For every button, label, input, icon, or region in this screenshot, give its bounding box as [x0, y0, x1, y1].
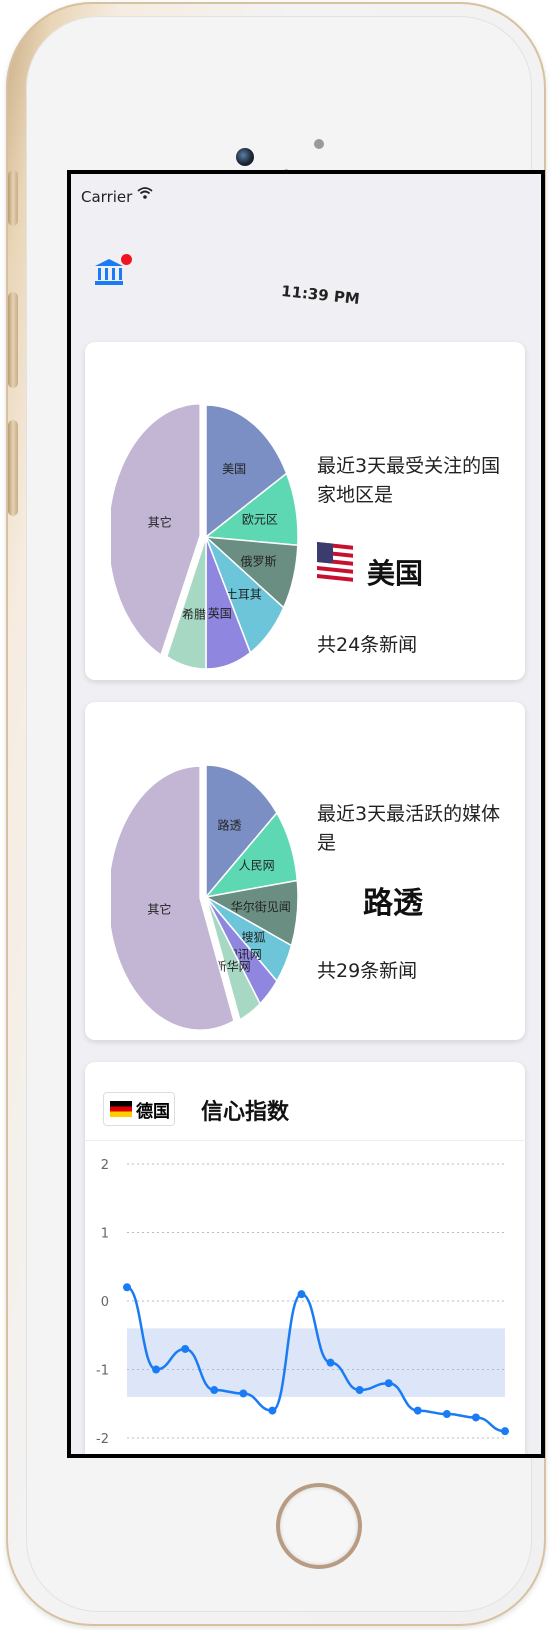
data-point[interactable]	[413, 1406, 422, 1415]
top-media-value: 路透	[363, 886, 423, 921]
data-point[interactable]	[210, 1386, 219, 1395]
data-point[interactable]	[442, 1410, 451, 1419]
media-card-title: 最近3天最活跃的媒体是	[317, 803, 501, 854]
pie1-label: 其它	[148, 515, 172, 530]
y-tick-label: 0	[101, 1295, 109, 1310]
data-point[interactable]	[123, 1283, 131, 1292]
carrier-label: Carrier	[81, 188, 133, 206]
pie2-label: 搜狐	[242, 929, 266, 944]
pie1-label: 欧元区	[242, 513, 278, 527]
wifi-icon	[137, 187, 153, 199]
bank-icon[interactable]	[93, 256, 125, 288]
pie2-label: 其它	[147, 901, 171, 916]
pie1-label: 俄罗斯	[240, 554, 276, 568]
pie1-label: 英国	[208, 607, 232, 621]
pie1-label: 土耳其	[226, 588, 262, 602]
data-point[interactable]	[501, 1427, 509, 1436]
top-country-value: 美国	[367, 557, 424, 590]
status-bar: Carrier 11:39 PM	[71, 174, 541, 374]
us-flag-icon	[317, 542, 353, 586]
data-point[interactable]	[326, 1358, 335, 1367]
card-divider	[85, 1140, 525, 1141]
confidence-card[interactable]: 德国 信心指数 2 1 0 -1 -2	[85, 1062, 525, 1454]
pie2-slice[interactable]	[111, 765, 235, 1031]
front-camera	[236, 148, 254, 166]
data-point[interactable]	[355, 1386, 364, 1395]
country-selector-label: 德国	[136, 1101, 170, 1122]
app-screen: Carrier 11:39 PM 美国 欧元区 俄罗斯 土耳其 英国 希腊其	[67, 170, 545, 1458]
data-point[interactable]	[471, 1413, 480, 1422]
pie2-slice[interactable]	[205, 896, 261, 1021]
pie1-slice[interactable]	[111, 402, 201, 657]
country-selector[interactable]: 德国	[103, 1092, 175, 1126]
pie2-label: 人民网	[239, 859, 275, 873]
silent-switch	[8, 170, 18, 226]
notification-badge	[121, 254, 132, 265]
pie1-label: 美国	[222, 462, 246, 476]
media-card[interactable]: 路透 人民网 华尔街见闻 搜狐 和讯网 新华网 其它 最近3天最活跃的媒体是 路透 共29条…	[85, 702, 525, 1040]
data-point[interactable]	[268, 1406, 277, 1415]
confidence-chart-title: 信心指数	[201, 1100, 290, 1125]
data-point[interactable]	[297, 1290, 306, 1299]
y-tick-label: -1	[96, 1364, 109, 1379]
pie2-label: 华尔街见闻	[231, 899, 291, 914]
pie2-label: 路透	[217, 817, 241, 832]
y-tick-label: -2	[96, 1432, 109, 1447]
y-tick-label: 2	[101, 1158, 109, 1173]
volume-up-button	[8, 292, 18, 388]
data-point[interactable]	[152, 1365, 161, 1374]
data-point[interactable]	[181, 1344, 190, 1353]
pie2-label: 新华网	[215, 958, 251, 973]
data-point[interactable]	[384, 1379, 393, 1388]
pie1-label: 希腊	[182, 606, 206, 621]
pie2-slice[interactable]	[205, 764, 278, 900]
proximity-sensor	[314, 139, 324, 149]
confidence-line-chart: 2 1 0 -1 -2	[96, 1158, 509, 1447]
confidence-band	[127, 1328, 505, 1397]
volume-down-button	[8, 420, 18, 516]
home-button[interactable]	[280, 1487, 358, 1565]
media-news-count: 共29条新闻	[317, 960, 418, 982]
country-news-count: 共24条新闻	[317, 634, 418, 656]
nav-bar	[71, 214, 541, 324]
pie1-slice[interactable]	[205, 404, 288, 539]
y-tick-label: 1	[101, 1227, 109, 1242]
country-card-title: 最近3天最受关注的国家地区是	[317, 455, 501, 506]
country-card[interactable]: 美国 欧元区 俄罗斯 土耳其 英国 希腊 其它 最近3天最受关注的国家地区是 美国 共24条…	[85, 342, 525, 680]
germany-flag-icon	[110, 1101, 132, 1117]
data-point[interactable]	[239, 1389, 248, 1398]
pie1-slice[interactable]	[165, 536, 207, 670]
